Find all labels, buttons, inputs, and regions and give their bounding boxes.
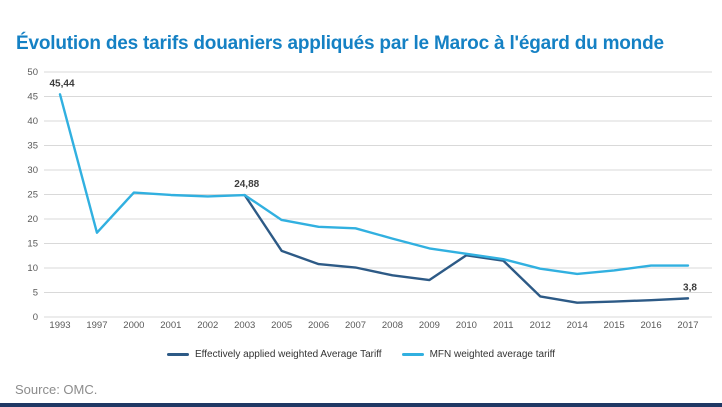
legend-item-label: Effectively applied weighted Average Tar… [194,348,382,360]
chart-title: Évolution des tarifs douaniers appliqués… [16,32,664,54]
x-tick-label: 2010 [456,320,477,331]
y-tick-label: 0 [33,312,38,323]
legend-item-mfn: MFN weighted average tariff [401,348,556,360]
y-tick-label: 15 [27,239,38,250]
y-tick-label: 5 [33,288,38,299]
y-tick-label: 45 [27,92,38,103]
x-tick-label: 1993 [49,320,70,331]
y-tick-label: 10 [27,263,38,274]
x-tick-label: 1997 [86,320,107,331]
legend-item-label: MFN weighted average tariff [429,348,556,360]
chart-legend: Effectively applied weighted Average Tar… [0,346,722,362]
x-tick-label: 2006 [308,320,329,331]
x-tick-label: 2016 [640,320,661,331]
x-tick-label: 2017 [677,320,698,331]
x-tick-label: 2003 [234,320,255,331]
y-tick-label: 30 [27,165,38,176]
legend-line-swatch-icon [166,352,189,356]
data-point-label: 45,44 [49,78,74,89]
legend-item-effectively-applied: Effectively applied weighted Average Tar… [166,348,382,360]
x-tick-label: 2007 [345,320,366,331]
data-point-label: 24,88 [234,179,259,190]
y-tick-label: 40 [27,116,38,127]
data-point-label: 3,8 [683,282,697,293]
series-line-effectively-applied [243,193,690,304]
x-tick-label: 2001 [160,320,181,331]
x-tick-label: 2012 [530,320,551,331]
line-chart: 0 5 10 15 20 25 30 35 40 45 50 1993 1997 2000 2001 2002… [27,67,712,331]
x-tick-label: 2008 [382,320,403,331]
y-tick-label: 35 [27,141,38,152]
x-tick-label: 2009 [419,320,440,331]
source-note: Source: OMC. [15,382,98,397]
y-tick-label: 25 [27,190,38,201]
bottom-brand-bar [0,403,722,407]
x-tick-label: 2002 [197,320,218,331]
y-tick-label: 20 [27,214,38,225]
x-tick-label: 2000 [123,320,144,331]
series-line-mfn [58,93,690,276]
x-tick-label: 2011 [493,320,513,331]
x-tick-label: 2015 [604,320,625,331]
y-tick-label: 50 [27,67,38,78]
legend-line-swatch-icon [401,352,424,356]
x-tick-label: 2005 [271,320,292,331]
x-tick-label: 2014 [567,320,588,331]
